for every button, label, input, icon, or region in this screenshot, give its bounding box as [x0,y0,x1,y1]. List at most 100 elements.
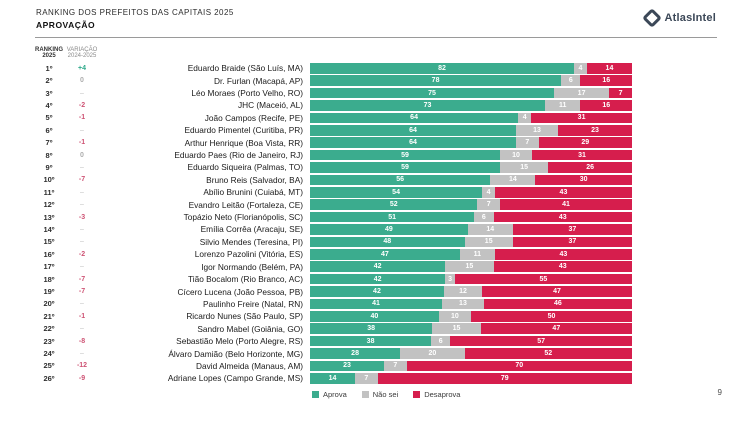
ranking-cell: 4º [45,100,53,110]
bar-segment-value: 7 [486,201,491,209]
bar-segment-value: 12 [459,288,467,296]
bar-segment-aprova: 59 [310,149,500,161]
stacked-bar: 28 20 52 [310,348,632,359]
chart-row: 9º – Eduardo Siqueira (Palmas, TO) 59 15 2… [34,161,664,173]
bar-segment-value: 82 [438,64,446,72]
bar-segment-value: 31 [577,114,586,122]
ranking-cell: 7º [45,138,53,148]
bar-segment-value: 37 [568,225,577,233]
bar-segment-nao-sei: 4 [482,186,495,198]
bar-segment-value: 42 [373,288,381,296]
mayor-name: Paulinho Freire (Natal, RN) [202,298,303,309]
bar-segment-value: 6 [438,337,443,345]
bar-segment-value: 55 [539,275,548,283]
bar-segment-nao-sei: 3 [445,273,455,285]
mayor-name: Eduardo Braide (São Luís, MA) [187,63,303,74]
variation-cell: +4 [78,64,86,72]
bar-segment-nao-sei: 13 [516,124,558,136]
bar-segment-value: 17 [577,89,586,97]
bar-segment-desaprova: 43 [494,186,632,198]
bar-segment-aprova: 48 [310,236,465,248]
bar-segment-nao-sei: 4 [518,112,532,124]
legend-label-desaprova: Desaprova [424,390,461,399]
bar-segment-value: 42 [373,275,382,283]
mayor-name: Abílio Brunini (Cuiabá, MT) [203,187,303,198]
bar-segment-value: 7 [364,374,369,382]
bar-segment-desaprova: 70 [406,360,632,372]
bar-segment-value: 37 [568,238,577,246]
variation-column-header: VARIAÇÃO 2024-2025 [66,46,98,60]
bar-segment-value: 14 [605,64,614,72]
bar-segment-value: 43 [558,263,567,271]
bar-segment-value: 46 [554,300,562,308]
ranking-column-header: RANKING 2025 [35,46,63,60]
bar-segment-value: 16 [602,77,611,85]
stacked-bar: 82 4 14 [310,62,632,74]
variation-cell: -2 [78,101,86,109]
bar-segment-aprova: 38 [310,323,433,335]
bar-segment-desaprova: 57 [450,335,632,347]
variation-cell: – [80,201,84,209]
bar-segment-aprova: 52 [310,199,478,210]
bar-segment-value: 51 [388,213,396,221]
variation-cell: 0 [80,77,84,85]
mayor-name: Topázio Neto (Florianópolis, SC) [183,212,303,223]
bar-segment-value: 48 [383,238,392,246]
variation-cell: – [80,350,84,358]
ranking-cell: 1º [45,63,53,73]
bar-segment-value: 78 [431,77,440,85]
chart-row: 22º – Sandro Mabel (Goiânia, GO) 38 15 47 [34,323,664,335]
bar-segment-value: 6 [481,213,486,221]
chart-row: 10º -7 Bruno Reis (Salvador, BA) 56 14 30 [34,174,664,186]
bar-segment-nao-sei: 14 [490,174,536,186]
variation-cell: -7 [78,275,86,283]
bar-segment-aprova: 78 [310,75,562,86]
report-titles: RANKING DOS PREFEITOS DAS CAPITAIS 2025 … [36,8,234,30]
bar-segment-value: 14 [486,225,495,233]
chart-row: 24º – Álvaro Damião (Belo Horizonte, MG)… [34,347,664,359]
variation-cell: – [80,188,84,196]
variation-cell: – [80,263,84,271]
bar-segment-aprova: 42 [310,286,444,297]
bar-segment-aprova: 42 [310,273,446,285]
variation-cell: – [80,225,84,233]
variation-cell: – [80,126,84,134]
mayor-name: Léo Moraes (Porto Velho, RO) [191,88,303,99]
bar-segment-desaprova: 26 [548,162,632,173]
stacked-bar: 14 7 79 [310,373,632,384]
bar-segment-aprova: 40 [310,311,439,322]
bar-segment-value: 30 [579,176,588,184]
mayor-name: Lorenzo Pazolini (Vitória, ES) [194,249,303,260]
bar-segment-value: 11 [473,250,482,258]
bar-segment-value: 16 [602,101,611,109]
legend-swatch-n-o-sei [361,391,369,398]
bar-segment-value: 38 [367,325,376,333]
legend-label-aprova: Aprova [323,390,347,399]
bar-segment-value: 49 [384,225,393,233]
bar-segment-desaprova: 29 [538,137,632,148]
variation-cell: – [80,89,84,97]
bar-segment-aprova: 56 [310,174,491,186]
variation-cell: – [80,300,84,308]
bar-segment-value: 7 [525,139,530,147]
bar-segment-aprova: 47 [310,249,460,260]
variation-cell: -9 [78,374,86,382]
bar-segment-value: 3 [448,275,453,283]
ranking-cell: 17º [43,262,55,272]
ranking-cell: 15º [43,237,55,247]
ranking-cell: 5º [45,113,53,123]
mayor-name: Arthur Henrique (Boa Vista, RR) [184,137,303,148]
bar-segment-value: 10 [450,312,459,320]
chart-row: 23º -8 Sebastião Melo (Porto Alegre, RS)… [34,335,664,347]
bar-segment-aprova: 64 [310,137,517,148]
chart-row: 16º -2 Lorenzo Pazolini (Vitória, ES) 47… [34,248,664,260]
variation-cell: -7 [78,288,86,296]
bar-segment-desaprova: 43 [494,249,632,260]
bar-segment-desaprova: 37 [512,236,632,248]
mayor-name: Eduardo Siqueira (Palmas, TO) [187,162,303,173]
bar-segment-aprova: 82 [310,62,575,74]
ranking-cell: 6º [45,125,53,135]
variation-cell: -1 [78,312,86,320]
bar-segment-nao-sei: 6 [474,211,494,223]
bar-segment-nao-sei: 7 [477,199,500,210]
